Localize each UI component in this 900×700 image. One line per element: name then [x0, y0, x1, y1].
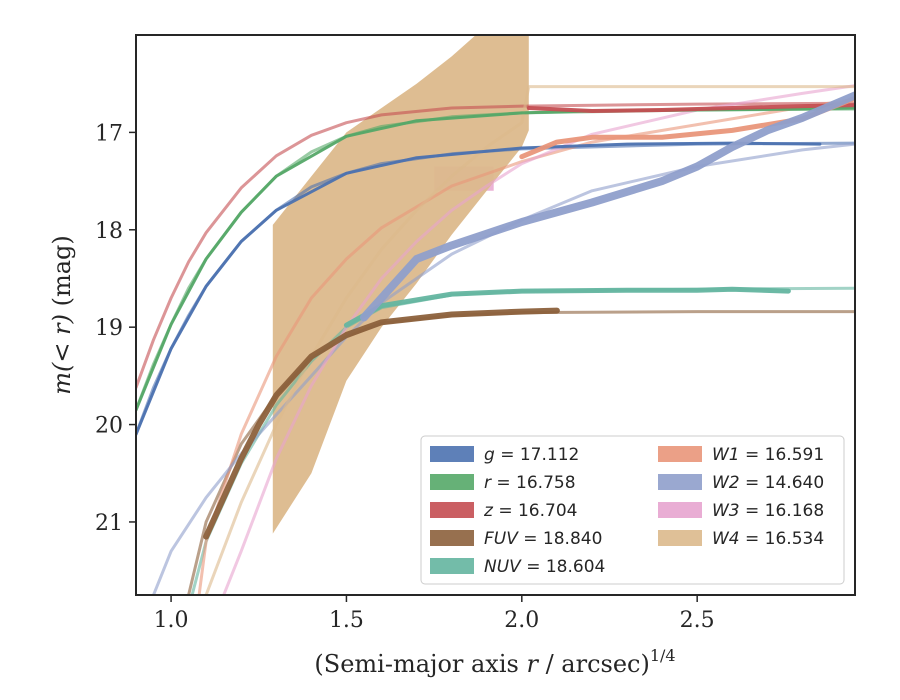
legend-item-r: r = 16.758: [430, 473, 576, 493]
x-axis-title: (Semi-major axis r / arcsec)1/4: [314, 646, 675, 678]
y-axis-title: m(< r) (mag): [48, 235, 76, 395]
y-axis-title-post: (mag): [48, 235, 76, 314]
legend-item-w4: W4 = 16.534: [658, 529, 824, 549]
x-tick-label: 2.0: [504, 608, 539, 633]
legend-value: = 18.604: [521, 557, 606, 577]
legend-label: r = 16.758: [484, 473, 576, 493]
legend-swatch: [430, 530, 474, 546]
data-line-nuv: [343, 286, 791, 328]
y-tick-label: 20: [95, 414, 123, 439]
legend-item-fuv: FUV = 18.840: [430, 529, 602, 549]
model-line-w3: [222, 84, 855, 595]
legend-label: W2 = 14.640: [712, 473, 824, 493]
data-line-w2: [360, 91, 855, 322]
legend-label: W3 = 16.168: [712, 501, 824, 521]
legend-swatch: [430, 502, 474, 518]
legend-value: = 16.704: [493, 501, 578, 521]
legend-item-w2: W2 = 14.640: [658, 473, 824, 493]
legend-label: g = 17.112: [484, 445, 579, 465]
legend-band: W4: [712, 529, 740, 549]
legend-value: = 16.591: [740, 445, 825, 465]
data-line-z: [526, 103, 855, 113]
legend-band: FUV: [484, 529, 519, 549]
legend-swatch: [430, 474, 474, 490]
model-line-w1: [197, 97, 855, 595]
x-tick-label: 1.5: [329, 608, 364, 633]
legend-band: W3: [712, 501, 740, 521]
legend-swatch: [658, 474, 702, 490]
y-axis-title-pre: m: [48, 372, 76, 395]
y-tick-label: 18: [95, 219, 123, 244]
x-axis-title-var: r: [526, 650, 539, 678]
x-tick-label: 1.0: [154, 608, 189, 633]
x-tick-label: 2.5: [680, 608, 715, 633]
model-line-z: [136, 101, 855, 390]
legend-value: = 16.758: [491, 473, 576, 493]
legend-value: = 18.840: [518, 529, 603, 549]
legend-swatch: [658, 446, 702, 462]
legend-swatch: [658, 502, 702, 518]
legend-label: W1 = 16.591: [712, 445, 824, 465]
legend-label: z = 16.704: [483, 501, 577, 521]
band-w4: [272, 35, 529, 534]
legend-value: = 16.534: [740, 529, 825, 549]
y-tick-label: 21: [95, 511, 123, 536]
legend-box: [420, 435, 845, 585]
legend-band: r: [484, 473, 492, 493]
legend-band: g: [484, 445, 495, 465]
series-layer: [136, 35, 855, 595]
model-line-w4: [204, 85, 855, 595]
y-axis-title-var: (< r): [48, 314, 76, 372]
legend-item-nuv: NUV = 18.604: [430, 557, 605, 577]
legend-label: FUV = 18.840: [484, 529, 602, 549]
legend-value: = 16.168: [740, 501, 825, 521]
x-axis-title-main: (Semi-major axis: [314, 650, 526, 678]
data-line-fuv: [203, 307, 560, 540]
x-axis-title-exponent: 1/4: [650, 646, 676, 665]
legend-value: = 14.640: [740, 473, 825, 493]
legend-band: NUV: [484, 557, 522, 577]
x-axis: 1.0 1.5 2.0 2.5: [154, 595, 715, 633]
legend-value: = 17.112: [495, 445, 580, 465]
legend-swatch: [658, 530, 702, 546]
legend-band: W1: [712, 445, 740, 465]
legend-band: z: [483, 501, 494, 521]
y-axis: 17 18 19 20 21: [95, 121, 136, 536]
y-tick-label: 17: [95, 121, 123, 146]
legend-item-w1: W1 = 16.591: [658, 445, 824, 465]
legend-item-w3: W3 = 16.168: [658, 501, 824, 521]
legend-band: W2: [712, 473, 740, 493]
legend-swatch: [430, 446, 474, 462]
legend-swatch: [430, 558, 474, 574]
legend-item-z: z = 16.704: [430, 501, 577, 521]
x-axis-title-rest: / arcsec): [538, 650, 650, 678]
plot-frame: [135, 34, 856, 596]
y-tick-label: 19: [95, 316, 123, 341]
legend-label: NUV = 18.604: [484, 557, 605, 577]
data-line-g: [136, 141, 822, 436]
legend-label: W4 = 16.534: [712, 529, 824, 549]
legend-item-g: g = 17.112: [430, 445, 579, 465]
